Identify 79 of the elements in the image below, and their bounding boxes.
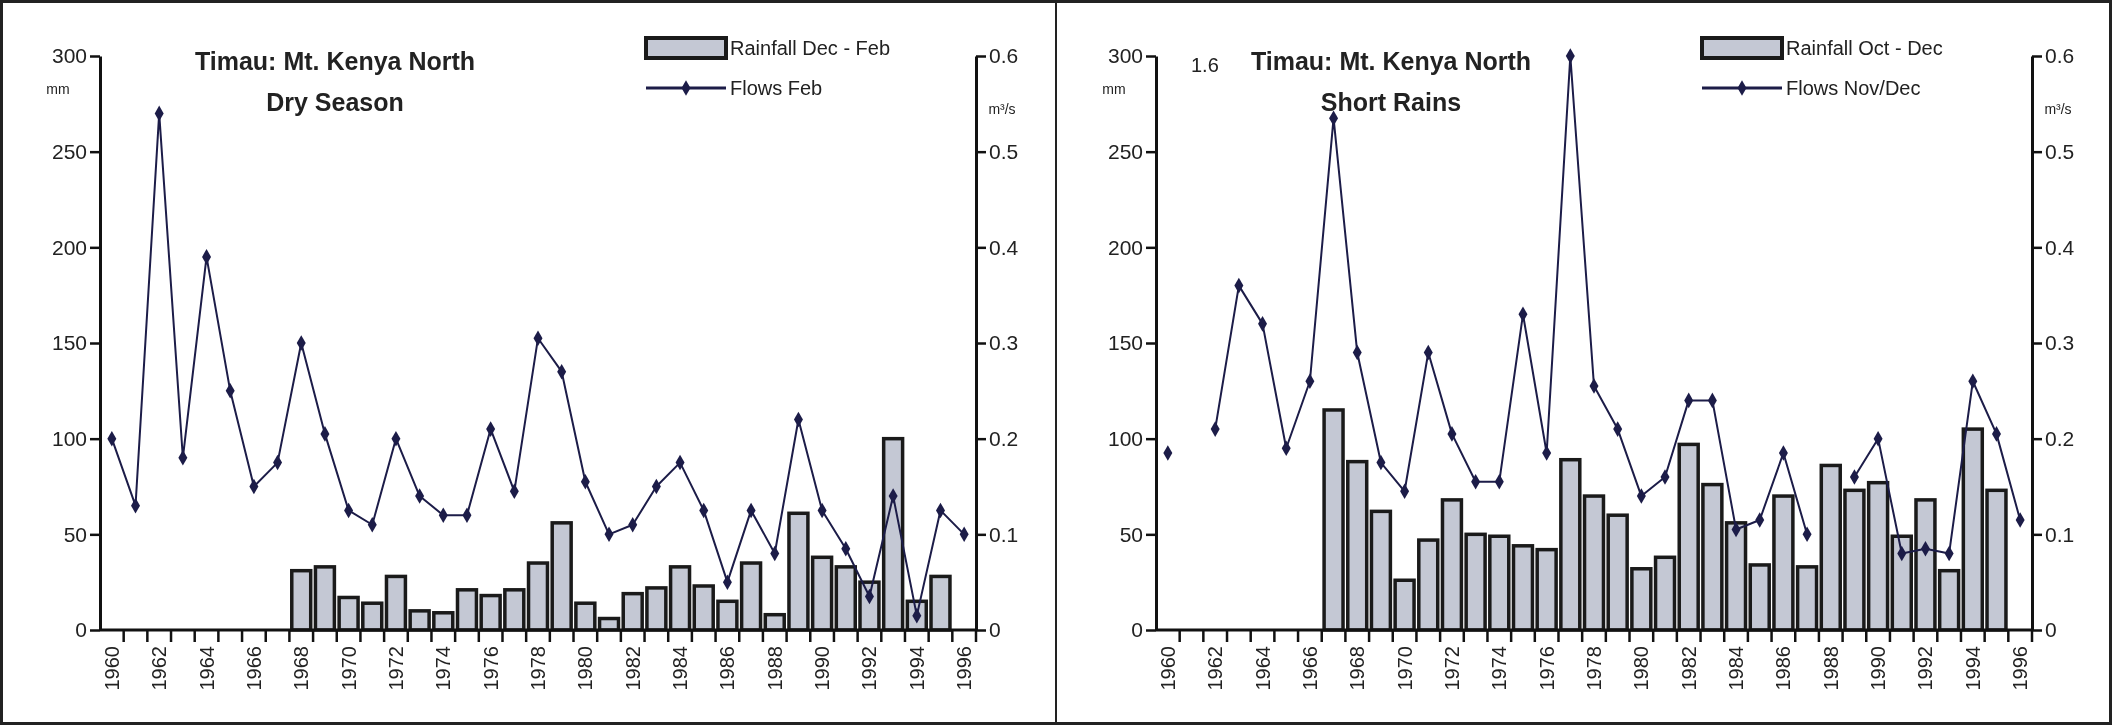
- x-tick-label: 1968: [1346, 646, 1369, 691]
- x-tick-label: 1980: [574, 646, 597, 691]
- y2-tick-label: 0.3: [2045, 331, 2075, 355]
- x-tick-label: 1996: [953, 646, 976, 691]
- y2-tick-label: 0.5: [989, 139, 1019, 163]
- annotation: 1.6: [1191, 54, 1219, 76]
- x-tick-label: 1970: [337, 646, 360, 691]
- x-tick-label: 1974: [432, 646, 455, 691]
- y-tick-label: 100: [1107, 426, 1143, 450]
- y-tick-label: 300: [51, 44, 87, 68]
- y-tick-label: 150: [1107, 331, 1143, 355]
- x-tick-label: 1996: [2009, 646, 2032, 691]
- y-tick-label: 0: [75, 618, 87, 642]
- x-tick-label: 1968: [290, 646, 313, 691]
- x-tick-label: 1972: [1440, 646, 1463, 691]
- y-tick-label: 100: [51, 426, 87, 450]
- x-tick-label: 1978: [1583, 646, 1605, 691]
- chart-title: Timau: Mt. Kenya North: [194, 47, 476, 75]
- x-tick-label: 1982: [1677, 646, 1700, 691]
- x-tick-label: 1962: [148, 646, 171, 691]
- y-tick-label: 0: [1131, 618, 1143, 642]
- x-tick-label: 1984: [669, 646, 692, 691]
- x-tick-label: 1992: [858, 646, 881, 691]
- y-tick-label: 250: [51, 139, 87, 163]
- x-tick-label: 1976: [479, 646, 502, 691]
- y2-tick-label: 0.4: [2045, 235, 2075, 259]
- x-tick-label: 1982: [621, 646, 644, 691]
- y-tick-label: 200: [51, 235, 87, 259]
- x-tick-label: 1966: [242, 646, 265, 691]
- y2-axis-title: m³/s: [988, 101, 1016, 117]
- legend-label: Rainfall Oct - Dec: [1786, 37, 1943, 59]
- chart-title: Timau: Mt. Kenya North: [1250, 47, 1532, 75]
- y-tick-label: 250: [1107, 139, 1143, 163]
- x-tick-label: 1990: [1867, 646, 1890, 691]
- x-tick-label: 1970: [1393, 646, 1416, 691]
- y2-tick-label: 0.6: [2045, 44, 2075, 68]
- text: Short Rains: [1320, 88, 1462, 116]
- y2-tick-label: 0.4: [989, 235, 1019, 259]
- x-tick-label: 1990: [811, 646, 834, 691]
- y2-tick-label: 0.1: [989, 522, 1019, 546]
- y-tick-label: 150: [51, 331, 87, 355]
- y2-tick-label: 0.6: [989, 44, 1019, 68]
- x-tick-label: 1960: [100, 646, 123, 691]
- x-tick-label: 1992: [1914, 646, 1937, 691]
- y-tick-label: 300: [1107, 44, 1143, 68]
- x-tick-label: 1966: [1298, 646, 1321, 691]
- x-tick-label: 1964: [195, 646, 218, 691]
- y2-tick-label: 0.1: [2045, 522, 2075, 546]
- x-tick-label: 1988: [1819, 646, 1842, 691]
- x-tick-label: 1994: [1961, 646, 1984, 691]
- y2-tick-label: 0.2: [2045, 426, 2075, 450]
- y2-tick-label: 0.5: [2045, 139, 2075, 163]
- x-tick-label: 1974: [1488, 646, 1511, 691]
- y-tick-label: 50: [1119, 522, 1143, 546]
- x-tick-label: 1976: [1535, 646, 1558, 691]
- x-tick-label: 1986: [1772, 646, 1795, 691]
- x-tick-label: 1994: [905, 646, 928, 691]
- y2-tick-label: 0.2: [989, 426, 1019, 450]
- x-tick-label: 1960: [1156, 646, 1179, 691]
- x-tick-label: 1980: [1630, 646, 1653, 691]
- y-tick-label: 50: [63, 522, 87, 546]
- legend-label: Rainfall Dec - Feb: [730, 37, 891, 59]
- y2-tick-label: 0.3: [989, 331, 1019, 355]
- y-tick-label: 200: [1107, 235, 1143, 259]
- x-tick-label: 1986: [716, 646, 739, 691]
- x-tick-label: 1964: [1251, 646, 1274, 691]
- y-axis-title: mm: [1102, 81, 1126, 97]
- legend-label: Flows Feb: [730, 77, 823, 99]
- legend-label: Flows Nov/Dec: [1786, 77, 1921, 99]
- x-tick-label: 1972: [384, 646, 407, 691]
- text: Dry Season: [266, 88, 404, 116]
- x-tick-label: 1978: [527, 646, 549, 691]
- y2-axis-title: m³/s: [2044, 101, 2072, 117]
- x-tick-label: 1984: [1725, 646, 1748, 691]
- x-tick-label: 1962: [1204, 646, 1227, 691]
- y2-tick-label: 0: [989, 618, 1001, 642]
- y-axis-title: mm: [46, 81, 70, 97]
- x-tick-label: 1988: [763, 646, 786, 691]
- y2-tick-label: 0: [2045, 618, 2057, 642]
